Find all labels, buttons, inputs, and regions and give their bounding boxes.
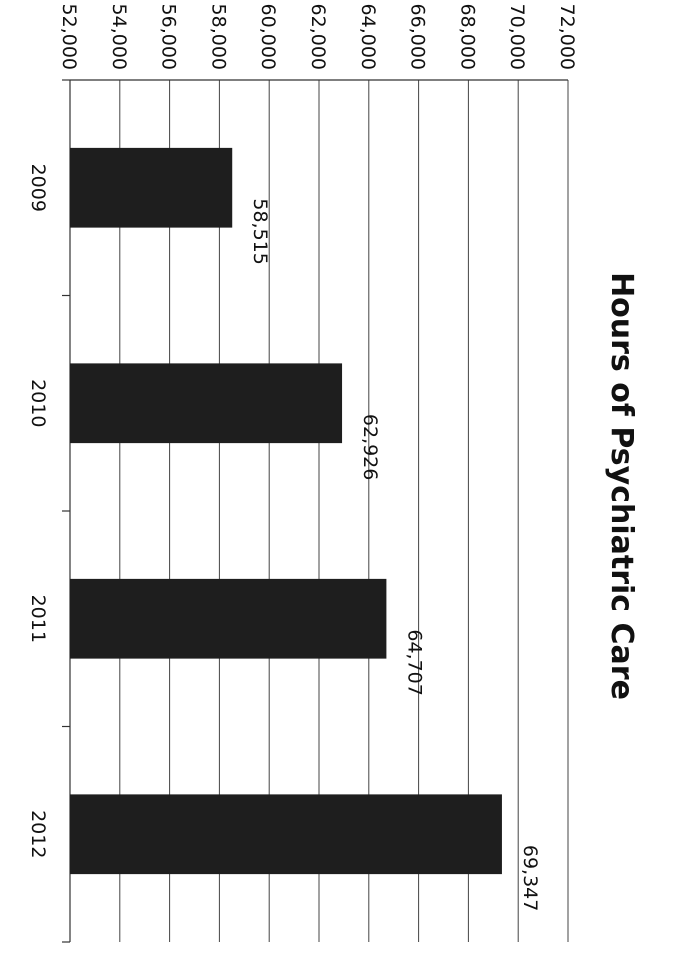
- y-tick-label: 58,000: [207, 4, 229, 70]
- y-tick-label: 66,000: [407, 4, 429, 70]
- y-tick-label: 70,000: [506, 4, 528, 70]
- category-label: 2012: [27, 810, 49, 858]
- y-tick-label: 64,000: [357, 4, 379, 70]
- bar: [70, 794, 502, 875]
- data-label: 64,707: [403, 629, 425, 695]
- y-tick-label: 68,000: [456, 4, 478, 70]
- y-tick-label: 72,000: [556, 4, 578, 70]
- data-label: 62,926: [359, 414, 381, 480]
- bar: [70, 147, 233, 228]
- data-label: 69,347: [519, 845, 541, 911]
- data-label: 58,515: [249, 198, 271, 264]
- y-tick-label: 62,000: [307, 4, 329, 70]
- bar: [70, 578, 387, 659]
- category-labels: 2009 2010 2011 2012: [27, 164, 49, 859]
- category-label: 2011: [27, 595, 49, 643]
- chart-title: Hours of Psychiatric Care: [604, 272, 639, 700]
- category-label: 2010: [27, 379, 49, 427]
- y-tick-label: 60,000: [257, 4, 279, 70]
- bar: [70, 363, 343, 444]
- y-tick-label: 52,000: [58, 4, 80, 70]
- bars: [70, 147, 502, 875]
- y-tick-labels: 52,000 54,000 56,000 58,000 60,000 62,000 64,0…: [58, 4, 578, 70]
- y-tick-label: 56,000: [158, 4, 180, 70]
- y-tick-label: 54,000: [108, 4, 130, 70]
- data-labels: 58,515 62,926 64,707 69,347: [249, 198, 541, 911]
- category-label: 2009: [27, 164, 49, 212]
